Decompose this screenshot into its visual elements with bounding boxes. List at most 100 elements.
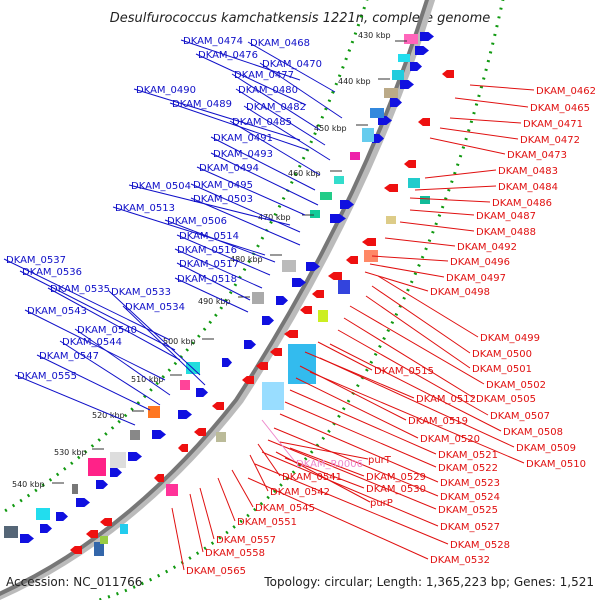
gene-label-dkam_0490[interactable]: DKAM_0490 <box>136 85 196 96</box>
gene-label-dkam_0527[interactable]: DKAM_0527 <box>440 522 500 533</box>
gene-label-dkam_0498[interactable]: DKAM_0498 <box>430 287 490 298</box>
gene-label-dkam_0530[interactable]: DKAM_0530 <box>366 484 426 495</box>
gene-label-dkam_0542[interactable]: DKAM_0542 <box>270 487 330 498</box>
gene-label-dkam_0468[interactable]: DKAM_0468 <box>250 38 310 49</box>
gene-label-dkam_0504[interactable]: DKAM_0504 <box>131 181 191 192</box>
gene-label-dkam_0533[interactable]: DKAM_0533 <box>111 287 171 298</box>
tick-label: 500 kbp <box>163 337 196 346</box>
gene-label-dkam_0488[interactable]: DKAM_0488 <box>476 227 536 238</box>
gene-label-dkam_0509[interactable]: DKAM_0509 <box>516 443 576 454</box>
forward-gene-arrow <box>340 200 354 209</box>
gene-label-dkam_0529[interactable]: DKAM_0529 <box>366 472 426 483</box>
gene-label-dkam_0555[interactable]: DKAM_0555 <box>17 371 77 382</box>
gene-label-dkam_0473[interactable]: DKAM_0473 <box>507 150 567 161</box>
gene-feature-block <box>334 176 344 184</box>
gene-label-dkam_0491[interactable]: DKAM_0491 <box>213 133 273 144</box>
left-leader-dkam_0513 <box>112 206 266 256</box>
gene-label-dkam_0525[interactable]: DKAM_0525 <box>438 505 498 516</box>
gene-feature-block <box>282 260 296 272</box>
gene-label-dkam_0462[interactable]: DKAM_0462 <box>536 86 596 97</box>
gene-label-dkam_0523[interactable]: DKAM_0523 <box>440 478 500 489</box>
gene-label-dkam_0536[interactable]: DKAM_0536 <box>22 267 82 278</box>
gene-label-dkam_0532[interactable]: DKAM_0532 <box>430 555 490 566</box>
gene-label-dkam_0480[interactable]: DKAM_0480 <box>238 85 298 96</box>
gene-label-dkam_0465[interactable]: DKAM_0465 <box>530 103 590 114</box>
gene-label-dkam_0517[interactable]: DKAM_0517 <box>179 259 239 270</box>
gene-label-dkam_0482[interactable]: DKAM_0482 <box>246 102 306 113</box>
gene-label-dkam_0544[interactable]: DKAM_0544 <box>62 337 122 348</box>
left-leader-dkam_0506 <box>164 219 276 263</box>
right-leader-dkam_0508 <box>329 343 502 432</box>
gene-label-dkam_0534[interactable]: DKAM_0534 <box>125 302 185 313</box>
gene-label-dkam_0515[interactable]: DKAM_0515 <box>374 366 434 377</box>
gene-label-dkam_0495[interactable]: DKAM_0495 <box>193 180 253 191</box>
gene-label-dkam_0486[interactable]: DKAM_0486 <box>492 198 552 209</box>
left-leader-dkam_0480 <box>235 88 326 146</box>
gene-label-dkam_0492[interactable]: DKAM_0492 <box>457 242 517 253</box>
gene-label-dkam_0489[interactable]: DKAM_0489 <box>172 99 232 110</box>
gene-label-dkam_0501[interactable]: DKAM_0501 <box>472 364 532 375</box>
gene-label-dkam_0510[interactable]: DKAM_0510 <box>526 459 586 470</box>
special-label-dkam_r0006[interactable]: DKAM_R0006 <box>296 459 363 470</box>
gene-feature-block <box>216 432 226 442</box>
gene-label-dkam_0543[interactable]: DKAM_0543 <box>27 306 87 317</box>
reverse-gene-arrow <box>312 290 324 298</box>
gene-label-dkam_0499[interactable]: DKAM_0499 <box>480 333 540 344</box>
gene-label-dkam_0558[interactable]: DKAM_0558 <box>205 548 265 559</box>
gene-label-dkam_0496[interactable]: DKAM_0496 <box>450 257 510 268</box>
gene-label-dkam_0535[interactable]: DKAM_0535 <box>50 284 110 295</box>
gene-label-dkam_0471[interactable]: DKAM_0471 <box>523 119 583 130</box>
gene-label-dkam_0500[interactable]: DKAM_0500 <box>472 349 532 360</box>
gene-label-dkam_0521[interactable]: DKAM_0521 <box>438 450 498 461</box>
left-leader-dkam_0490 <box>133 88 301 141</box>
forward-gene-arrow <box>410 62 422 71</box>
left-leader-dkam_0491 <box>210 136 316 191</box>
gene-label-dkam_0514[interactable]: DKAM_0514 <box>179 231 239 242</box>
gene-label-dkam_0494[interactable]: DKAM_0494 <box>199 163 259 174</box>
reverse-gene-arrow <box>242 376 254 384</box>
gene-label-dkam_0472[interactable]: DKAM_0472 <box>520 135 580 146</box>
gene-label-dkam_0506[interactable]: DKAM_0506 <box>167 216 227 227</box>
gene-label-dkam_0470[interactable]: DKAM_0470 <box>262 59 322 70</box>
gene-feature-block <box>4 526 18 538</box>
gene-label-dkam_0557[interactable]: DKAM_0557 <box>216 535 276 546</box>
gene-label-dkam_0497[interactable]: DKAM_0497 <box>446 273 506 284</box>
gene-label-dkam_0541[interactable]: DKAM_0541 <box>282 472 342 483</box>
gene-label-dkam_0484[interactable]: DKAM_0484 <box>498 182 558 193</box>
gene-label-dkam_0520[interactable]: DKAM_0520 <box>420 434 480 445</box>
gene-feature-block <box>36 508 50 520</box>
gene-label-dkam_0516[interactable]: DKAM_0516 <box>177 245 237 256</box>
gene-label-dkam_0551[interactable]: DKAM_0551 <box>237 517 297 528</box>
gene-label-dkam_0493[interactable]: DKAM_0493 <box>213 149 273 160</box>
gene-label-dkam_0487[interactable]: DKAM_0487 <box>476 211 536 222</box>
gene-label-dkam_0512[interactable]: DKAM_0512 <box>416 394 476 405</box>
gene-label-dkam_0485[interactable]: DKAM_0485 <box>232 117 292 128</box>
gene-label-dkam_0505[interactable]: DKAM_0505 <box>476 394 536 405</box>
gene-label-dkam_0476[interactable]: DKAM_0476 <box>198 50 258 61</box>
gene-label-dkam_0519[interactable]: DKAM_0519 <box>408 416 468 427</box>
gene-label-dkam_0474[interactable]: DKAM_0474 <box>183 36 243 47</box>
gene-label-dkam_0503[interactable]: DKAM_0503 <box>193 194 253 205</box>
special-label-purt[interactable]: purT <box>368 455 392 466</box>
gene-label-dkam_0528[interactable]: DKAM_0528 <box>450 540 510 551</box>
position-ticks: 430 kbp 440 kbp 450 kbp 460 kbp 470 kbp 480 k… <box>12 31 407 489</box>
left-leader-dkam_0493 <box>210 152 319 206</box>
gene-label-dkam_0502[interactable]: DKAM_0502 <box>486 380 546 391</box>
gene-label-dkam_0537[interactable]: DKAM_0537 <box>6 255 66 266</box>
gene-label-dkam_0545[interactable]: DKAM_0545 <box>255 503 315 514</box>
gene-label-dkam_0547[interactable]: DKAM_0547 <box>39 351 99 362</box>
special-label-purp[interactable]: purP <box>370 498 393 509</box>
gene-label-dkam_0565[interactable]: DKAM_0565 <box>186 566 246 577</box>
gene-label-dkam_0540[interactable]: DKAM_0540 <box>77 325 137 336</box>
gene-label-dkam_0524[interactable]: DKAM_0524 <box>440 492 500 503</box>
gene-label-dkam_0477[interactable]: DKAM_0477 <box>234 70 294 81</box>
right-leader-dkam_0541 <box>257 443 281 477</box>
gene-label-dkam_0513[interactable]: DKAM_0513 <box>115 203 175 214</box>
gene-feature-block <box>384 88 398 98</box>
gene-label-dkam_0507[interactable]: DKAM_0507 <box>490 411 550 422</box>
gene-label-dkam_0483[interactable]: DKAM_0483 <box>498 166 558 177</box>
gene-label-dkam_0522[interactable]: DKAM_0522 <box>438 463 498 474</box>
gene-label-dkam_0518[interactable]: DKAM_0518 <box>177 274 237 285</box>
reverse-gene-arrow <box>300 306 312 314</box>
gene-label-dkam_0508[interactable]: DKAM_0508 <box>503 427 563 438</box>
